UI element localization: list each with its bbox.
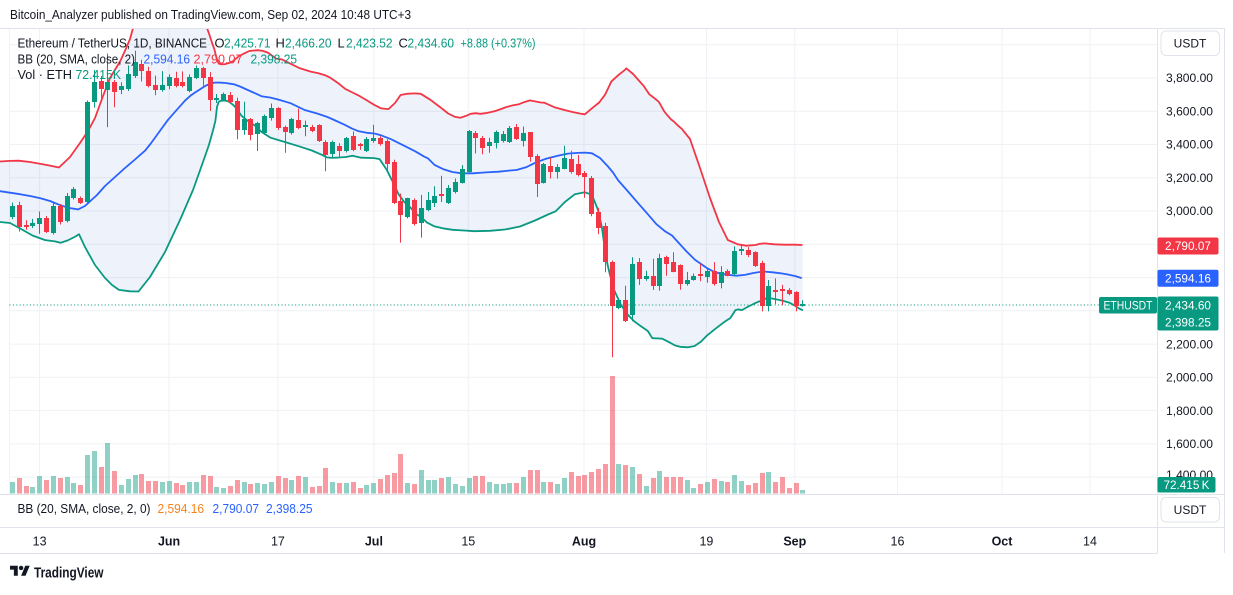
svg-text:Bitcoin_Analyzer published on: Bitcoin_Analyzer published on TradingVie… <box>10 7 411 22</box>
svg-text:2,790.07: 2,790.07 <box>194 52 243 67</box>
svg-text:USDT: USDT <box>1174 37 1207 51</box>
svg-text:2,434.60: 2,434.60 <box>1165 298 1211 312</box>
svg-text:3,200.00: 3,200.00 <box>1166 171 1213 185</box>
svg-text:Sep: Sep <box>783 535 806 549</box>
svg-text:C: C <box>399 36 408 51</box>
svg-text:L: L <box>338 36 345 51</box>
svg-text:2,790.07: 2,790.07 <box>1165 239 1211 253</box>
svg-text:2,398.25: 2,398.25 <box>266 501 313 516</box>
svg-text:Ethereum / TetherUS, 1D, BINAN: Ethereum / TetherUS, 1D, BINANCE <box>18 36 208 51</box>
svg-text:16: 16 <box>891 535 905 549</box>
svg-text:2,594.16: 2,594.16 <box>1165 272 1211 286</box>
svg-text:72.415 K: 72.415 K <box>1164 478 1210 492</box>
svg-text:ETHUSDT: ETHUSDT <box>1104 301 1153 313</box>
svg-text:1,800.00: 1,800.00 <box>1166 404 1213 418</box>
svg-text:72.415K: 72.415K <box>76 67 122 82</box>
svg-text:2,398.25: 2,398.25 <box>251 52 298 67</box>
svg-text:2,398.25: 2,398.25 <box>1165 316 1211 330</box>
svg-text:Vol · ETH: Vol · ETH <box>18 67 73 82</box>
svg-text:14: 14 <box>1083 535 1097 549</box>
svg-text:2,466.20: 2,466.20 <box>285 36 332 51</box>
svg-text:2,594.16: 2,594.16 <box>144 52 191 67</box>
svg-text:BB (20, SMA, close, 2, 0): BB (20, SMA, close, 2, 0) <box>18 501 151 516</box>
svg-text:17: 17 <box>271 535 285 549</box>
svg-text:3,400.00: 3,400.00 <box>1166 138 1213 152</box>
svg-text:2,423.52: 2,423.52 <box>346 36 393 51</box>
svg-text:O: O <box>215 36 225 51</box>
svg-text:2,425.71: 2,425.71 <box>224 36 271 51</box>
svg-text:Oct: Oct <box>992 535 1014 549</box>
svg-text:Jun: Jun <box>158 535 180 549</box>
svg-text:BB (20, SMA, close, 2): BB (20, SMA, close, 2) <box>18 52 136 67</box>
svg-text:Aug: Aug <box>572 535 596 549</box>
svg-text:2,434.60: 2,434.60 <box>408 36 455 51</box>
svg-text:USDT: USDT <box>1174 503 1207 517</box>
svg-text:1,600.00: 1,600.00 <box>1166 437 1213 451</box>
svg-text:15: 15 <box>461 535 475 549</box>
svg-text:3,800.00: 3,800.00 <box>1166 71 1213 85</box>
svg-text:2,200.00: 2,200.00 <box>1166 337 1213 351</box>
svg-text:2,594.16: 2,594.16 <box>158 501 205 516</box>
svg-text:3,600.00: 3,600.00 <box>1166 105 1213 119</box>
svg-text:2,000.00: 2,000.00 <box>1166 371 1213 385</box>
svg-text:H: H <box>276 36 285 51</box>
svg-text:19: 19 <box>699 535 713 549</box>
svg-text:13: 13 <box>33 535 47 549</box>
svg-text:+8.88 (+0.37%): +8.88 (+0.37%) <box>461 36 536 51</box>
svg-text:2,790.07: 2,790.07 <box>213 501 260 516</box>
svg-text:TradingView: TradingView <box>34 565 104 582</box>
svg-text:3,000.00: 3,000.00 <box>1166 204 1213 218</box>
svg-text:Jul: Jul <box>365 535 383 549</box>
